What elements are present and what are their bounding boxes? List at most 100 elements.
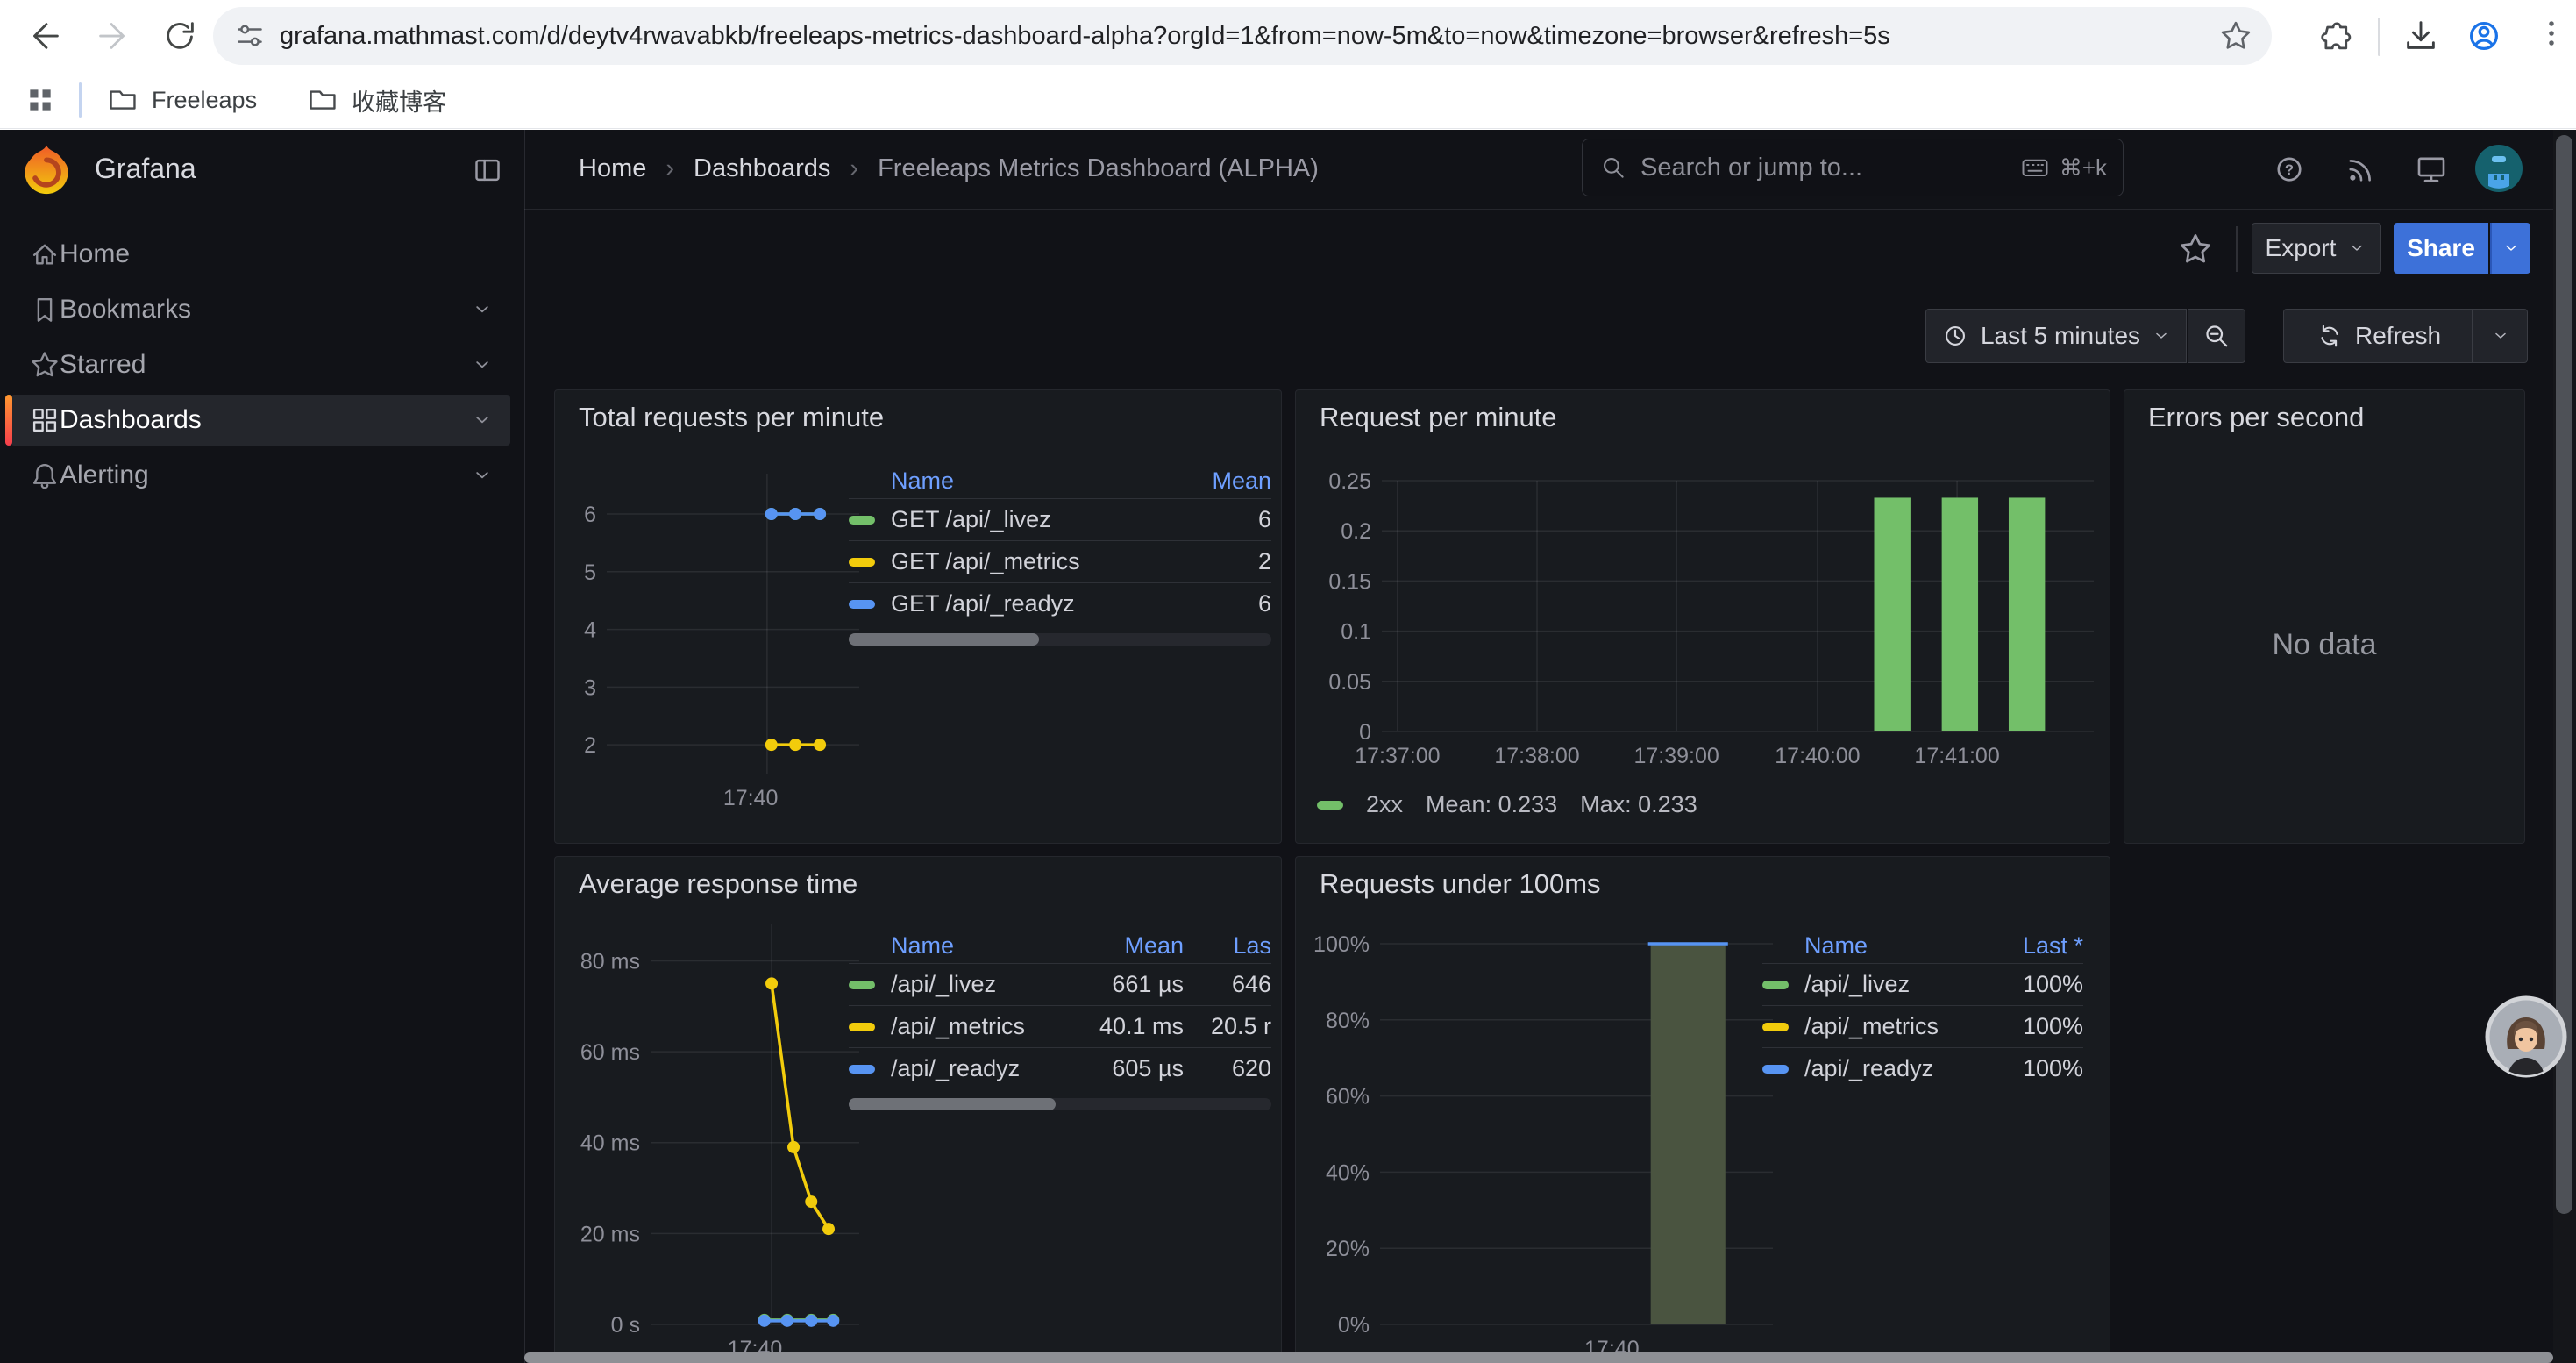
dock-menu-icon[interactable] (470, 153, 505, 188)
apps-grid-icon[interactable] (23, 82, 58, 118)
svg-text:0: 0 (1359, 720, 1371, 745)
series-name[interactable]: /api/_metrics (891, 1013, 1070, 1040)
legend-row[interactable]: GET /api/_readyz 6 (849, 582, 1271, 624)
legend-row[interactable]: /api/_livez 661 µs 646 (849, 963, 1271, 1005)
bookmark-folder-blogs[interactable]: 收藏博客 (306, 83, 446, 118)
export-button[interactable]: Export (2252, 223, 2381, 274)
series-name[interactable]: 2xx (1366, 791, 1403, 818)
chevron-down-icon (2501, 238, 2522, 259)
breadcrumb-dashboards[interactable]: Dashboards (694, 154, 830, 183)
chevron-down-icon[interactable] (470, 297, 495, 322)
page-scrollbar-horizontal[interactable] (524, 1352, 2553, 1363)
url-text[interactable]: grafana.mathmast.com/d/deytv4rwavabkb/fr… (280, 22, 2217, 51)
sidebar-item-dashboards[interactable]: Dashboards (11, 395, 510, 446)
legend-header-last[interactable]: Las (1184, 932, 1271, 960)
svg-text:5: 5 (584, 560, 596, 585)
page-scrollbar-vertical[interactable] (2553, 130, 2576, 1363)
series-name[interactable]: /api/_metrics (1804, 1013, 1978, 1040)
legend-request-per-minute[interactable]: 2xx Mean: 0.233 Max: 0.233 (1317, 791, 1697, 818)
svg-text:80 ms: 80 ms (580, 949, 640, 974)
chevron-down-icon[interactable] (470, 408, 495, 432)
share-dropdown-button[interactable] (2490, 223, 2530, 274)
chevron-down-icon[interactable] (470, 353, 495, 377)
series-name[interactable]: /api/_livez (891, 971, 1070, 998)
legend-row[interactable]: /api/_metrics 40.1 ms 20.5 r (849, 1005, 1271, 1047)
legend-row[interactable]: /api/_metrics 100% (1762, 1005, 2083, 1047)
svg-text:17:37:00: 17:37:00 (1355, 744, 1440, 768)
bookmark-star-icon[interactable] (2217, 18, 2254, 54)
series-name[interactable]: /api/_readyz (891, 1055, 1070, 1082)
requests-under-100ms-chart[interactable]: 100%80%60%40%20%0%17:40 (1306, 912, 1784, 1361)
series-name[interactable]: GET /api/_metrics (891, 548, 1192, 575)
url-bar[interactable]: grafana.mathmast.com/d/deytv4rwavabkb/fr… (213, 7, 2272, 65)
site-settings-icon[interactable] (232, 18, 267, 54)
avg-response-time-chart[interactable]: 80 ms60 ms40 ms20 ms0 s17:40 (568, 912, 866, 1361)
reload-icon[interactable] (160, 16, 200, 56)
kiosk-monitor-icon[interactable] (2413, 151, 2450, 188)
sidebar-brand-label: Grafana (95, 153, 196, 185)
grafana-logo-icon[interactable] (19, 142, 74, 198)
legend-row[interactable]: GET /api/_livez 6 (849, 498, 1271, 540)
panel-title[interactable]: Requests under 100ms (1320, 868, 1601, 900)
legend-header-name[interactable]: Name (1804, 932, 1978, 960)
panel-title[interactable]: Errors per second (2148, 402, 2364, 433)
legend-header-mean[interactable]: Mean (1070, 932, 1184, 960)
sidebar-item-bookmarks[interactable]: Bookmarks (11, 284, 510, 335)
series-name[interactable]: /api/_livez (1804, 971, 1978, 998)
scrollbar-thumb[interactable] (849, 633, 1039, 646)
chevron-down-icon[interactable] (470, 463, 495, 488)
sidebar-item-home[interactable]: Home (11, 229, 510, 280)
request-per-minute-chart[interactable]: 0.250.20.150.10.05017:37:0017:38:0017:39… (1306, 463, 2106, 779)
user-avatar[interactable] (2474, 144, 2523, 193)
scrollbar-thumb[interactable] (849, 1098, 1056, 1110)
share-button[interactable]: Share (2394, 223, 2488, 274)
legend-header-last[interactable]: Last * (1978, 932, 2083, 960)
forward-icon[interactable] (93, 16, 133, 56)
legend-row[interactable]: /api/_readyz 605 µs 620 (849, 1047, 1271, 1089)
time-range-picker[interactable]: Last 5 minutes (1925, 309, 2187, 363)
refresh-interval-dropdown[interactable] (2473, 309, 2528, 363)
series-name[interactable]: GET /api/_readyz (891, 590, 1192, 617)
series-mean: Mean: 0.233 (1426, 791, 1557, 818)
panel-title[interactable]: Request per minute (1320, 402, 1557, 433)
zoom-out-button[interactable] (2188, 309, 2245, 363)
chevron-down-icon (2151, 325, 2172, 346)
sidebar-item-label: Bookmarks (60, 295, 191, 325)
folder-icon (106, 83, 139, 117)
favorite-star-icon[interactable] (2176, 230, 2215, 268)
total-requests-chart[interactable]: 6543217:40 (568, 465, 866, 838)
extensions-icon[interactable] (2315, 18, 2353, 56)
legend-scrollbar[interactable] (849, 1098, 1271, 1110)
series-mean: 6 (1192, 506, 1271, 533)
legend-row[interactable]: /api/_readyz 100% (1762, 1047, 2083, 1089)
breadcrumb-home[interactable]: Home (579, 154, 646, 183)
legend-row[interactable]: /api/_livez 100% (1762, 963, 2083, 1005)
svg-text:0 s: 0 s (611, 1313, 640, 1338)
download-icon[interactable] (2401, 16, 2441, 56)
help-icon[interactable]: ? (2271, 151, 2308, 188)
back-icon[interactable] (25, 16, 65, 56)
legend-header-name[interactable]: Name (891, 467, 1192, 495)
refresh-button[interactable]: Refresh (2283, 309, 2473, 363)
profile-icon[interactable] (2464, 16, 2504, 56)
assistant-avatar-overlay[interactable] (2484, 995, 2568, 1079)
bookmark-folder-freeleaps[interactable]: Freeleaps (106, 83, 257, 117)
legend-header-name[interactable]: Name (891, 932, 1070, 960)
no-data-message: No data (2124, 628, 2525, 662)
browser-menu-icon[interactable] (2532, 14, 2571, 53)
legend-scrollbar[interactable] (849, 633, 1271, 646)
sidebar-item-starred[interactable]: Starred (11, 339, 510, 390)
series-swatch (1762, 1065, 1789, 1074)
svg-text:6: 6 (584, 503, 596, 527)
legend-header-mean[interactable]: Mean (1192, 467, 1271, 495)
legend-row[interactable]: GET /api/_metrics 2 (849, 540, 1271, 582)
panel-title[interactable]: Total requests per minute (579, 402, 884, 433)
series-name[interactable]: /api/_readyz (1804, 1055, 1978, 1082)
svg-text:60 ms: 60 ms (580, 1040, 640, 1065)
search-input[interactable]: Search or jump to... ⌘+k (1582, 139, 2124, 196)
svg-text:80%: 80% (1326, 1009, 1370, 1033)
sidebar-item-alerting[interactable]: Alerting (11, 450, 510, 501)
series-name[interactable]: GET /api/_livez (891, 506, 1192, 533)
news-rss-icon[interactable] (2343, 151, 2380, 188)
panel-title[interactable]: Average response time (579, 868, 857, 900)
